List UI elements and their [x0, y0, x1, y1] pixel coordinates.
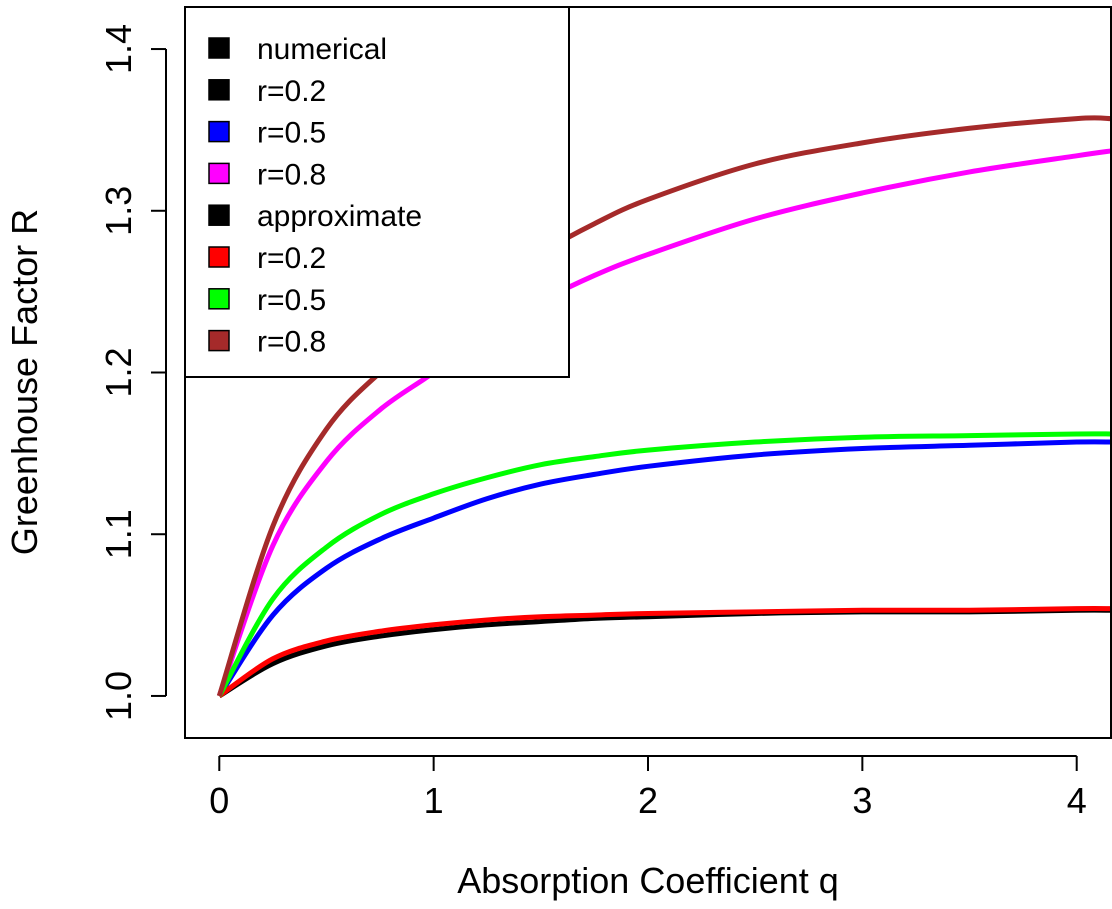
legend-label: r=0.2	[257, 242, 326, 275]
y-tick-label: 1.3	[98, 186, 139, 236]
legend: numerical r=0.2 r=0.5 r=0.8 approximate r=0.2…	[184, 6, 570, 378]
legend-swatch	[208, 37, 230, 59]
series-line-2	[217, 439, 1112, 698]
series-line-3	[216, 148, 1112, 697]
x-tick-label: 0	[209, 780, 229, 821]
legend-box	[184, 6, 570, 378]
series-line-1	[217, 607, 1112, 699]
y-tick-label: 1.1	[98, 509, 139, 559]
legend-label: numerical	[257, 33, 387, 66]
legend-label: r=0.2	[257, 75, 326, 108]
series-line-4	[217, 606, 1112, 699]
legend-label: r=0.5	[257, 117, 326, 150]
y-axis-label: Greenhouse Factor R	[4, 209, 45, 555]
legend-swatch	[208, 329, 230, 352]
legend-swatch	[208, 162, 230, 185]
legend-label: r=0.8	[257, 326, 326, 359]
x-axis-label: Absorption Coefficient q	[457, 860, 839, 901]
y-tick-label: 1.2	[98, 347, 139, 397]
x-tick-label: 4	[1067, 780, 1087, 821]
y-axis: 1.0 1.1 1.2 1.3 1.4	[98, 24, 167, 721]
legend-swatch	[208, 120, 230, 143]
series-line-5	[217, 431, 1112, 698]
x-axis: 0 1 2 3 4	[209, 755, 1087, 821]
legend-swatch	[208, 288, 230, 310]
legend-swatch	[208, 246, 230, 268]
y-tick-label: 1.4	[98, 24, 139, 74]
legend-swatch	[208, 204, 230, 226]
x-tick-label: 3	[852, 780, 872, 821]
legend-swatch	[208, 79, 230, 101]
y-tick-label: 1.0	[98, 671, 139, 721]
legend-label: r=0.5	[257, 284, 326, 317]
legend-label: approximate	[257, 200, 422, 233]
x-tick-label: 1	[424, 780, 444, 821]
x-tick-label: 2	[638, 780, 658, 821]
legend-label: r=0.8	[257, 158, 326, 191]
